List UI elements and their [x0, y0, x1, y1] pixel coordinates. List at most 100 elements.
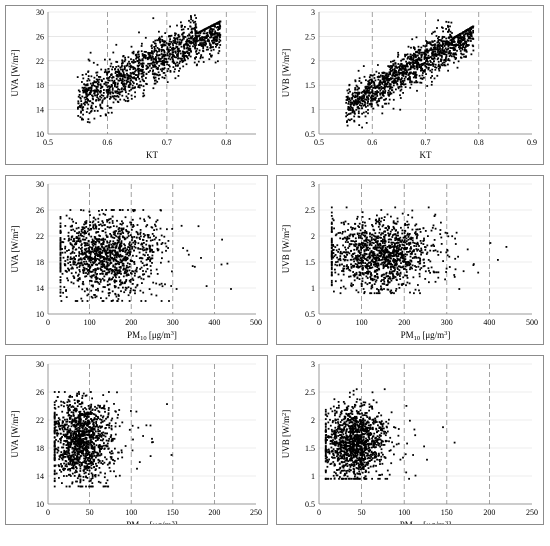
data-point [123, 65, 126, 68]
data-point [381, 75, 384, 78]
data-point [59, 226, 62, 228]
data-point [94, 94, 97, 97]
data-point [425, 45, 428, 47]
data-point [104, 58, 106, 61]
data-point [420, 242, 423, 245]
data-point [434, 45, 436, 47]
data-point [426, 59, 429, 62]
data-point [391, 277, 394, 280]
data-point [379, 89, 382, 92]
data-point [410, 66, 413, 69]
data-point [391, 77, 394, 80]
data-point [460, 44, 463, 47]
data-point [131, 283, 134, 285]
data-point [365, 79, 367, 82]
data-point [437, 63, 440, 66]
data-point [130, 236, 133, 238]
data-point [181, 55, 184, 57]
data-point [72, 260, 75, 262]
data-point [104, 228, 107, 231]
data-point [402, 72, 405, 74]
data-point [379, 92, 381, 95]
data-point [404, 67, 407, 70]
data-point [151, 61, 154, 64]
data-point [164, 40, 167, 43]
data-point [400, 65, 402, 67]
data-point [414, 231, 417, 233]
data-point [447, 24, 449, 27]
data-point [188, 49, 191, 51]
data-point [396, 251, 399, 253]
data-point [385, 79, 388, 81]
data-point [85, 96, 87, 98]
data-point [417, 228, 419, 231]
data-point [103, 247, 106, 250]
data-point [77, 278, 80, 280]
data-point [374, 235, 377, 238]
data-point [108, 271, 110, 274]
data-point [86, 95, 89, 97]
data-point [141, 42, 143, 45]
data-point [404, 253, 407, 256]
data-point [90, 251, 92, 254]
data-point [435, 54, 437, 57]
data-point [146, 263, 148, 266]
data-point [444, 43, 447, 46]
data-point [383, 84, 386, 87]
data-point [130, 65, 133, 68]
data-point [73, 237, 75, 240]
data-point [366, 104, 369, 107]
data-point [472, 263, 475, 265]
data-point [93, 249, 96, 251]
data-point [406, 62, 408, 65]
data-point [369, 74, 372, 76]
data-point [97, 249, 99, 251]
data-point [79, 270, 81, 273]
data-point [126, 225, 129, 228]
data-point [187, 28, 190, 30]
x-tick-label: 400 [483, 318, 495, 327]
x-tick-label: 0.7 [421, 138, 431, 147]
data-point [121, 231, 124, 233]
data-point [350, 254, 353, 257]
data-point [97, 84, 100, 86]
data-point [411, 54, 414, 57]
data-point [129, 64, 132, 67]
data-point [85, 226, 88, 228]
data-point [376, 91, 379, 94]
data-point [444, 64, 447, 67]
data-point [87, 87, 90, 90]
data-point [131, 84, 134, 87]
data-point [376, 262, 379, 265]
data-point [124, 85, 127, 88]
data-point [124, 76, 127, 79]
data-point [88, 264, 91, 267]
data-point [106, 96, 109, 99]
data-point [190, 28, 193, 31]
data-point [416, 60, 418, 62]
data-point [103, 249, 105, 251]
data-point [378, 292, 381, 295]
data-point [374, 265, 377, 268]
data-point [388, 79, 391, 82]
data-point [444, 231, 447, 234]
data-point [355, 101, 357, 103]
x-tick-label: 0.9 [527, 138, 537, 147]
data-point [202, 36, 205, 39]
data-point [350, 106, 353, 109]
data-point [101, 251, 104, 254]
data-point [68, 249, 70, 251]
data-point [210, 25, 213, 27]
data-point [148, 56, 151, 59]
data-point [66, 277, 69, 280]
data-point [95, 269, 97, 272]
data-point [86, 250, 88, 253]
data-point [161, 285, 164, 288]
data-point [414, 54, 417, 57]
data-point [129, 68, 131, 71]
data-point [407, 226, 409, 229]
data-point [130, 97, 133, 100]
chart-panel-uvb-pm10: 0.5 1 1.5 2 2.5 3 0 100 200 300 400 500 PM10 [μg/m3]… [276, 175, 544, 345]
data-point [113, 209, 115, 211]
